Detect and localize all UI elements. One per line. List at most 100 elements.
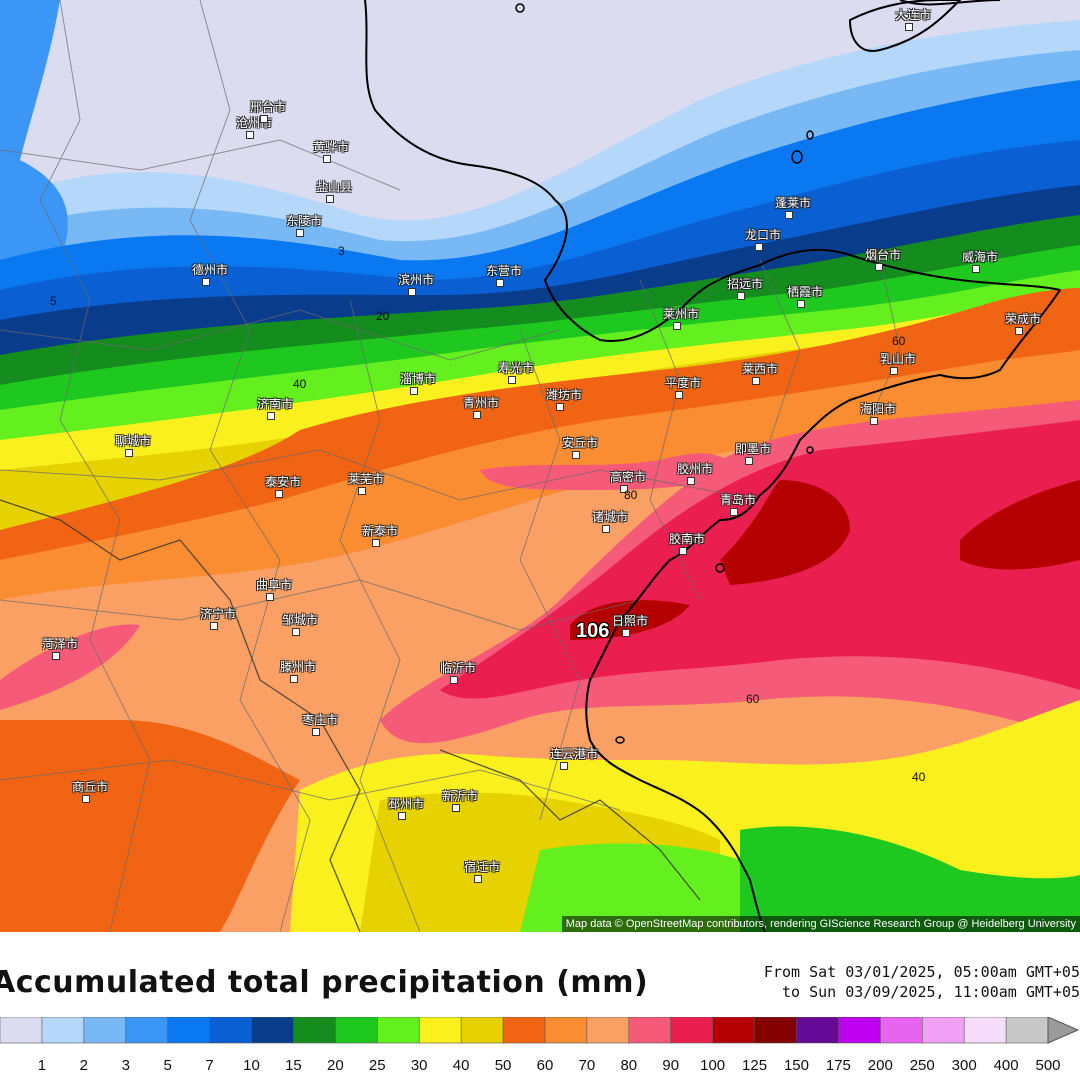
legend-swatch [83, 1017, 127, 1044]
city-label: 济宁市 [200, 607, 237, 621]
city-marker [410, 387, 418, 395]
city-label: 聊城市 [115, 434, 152, 448]
city-marker [210, 622, 218, 630]
legend-swatch [586, 1017, 630, 1044]
city-label: 高密市 [610, 470, 647, 484]
legend-swatch [335, 1017, 379, 1044]
city-marker [358, 487, 366, 495]
max-value-label: 106 [576, 620, 610, 642]
city-label: 龙口市 [745, 228, 782, 242]
city-marker [675, 391, 683, 399]
legend-tick-label: 60 [537, 1057, 554, 1074]
legend-swatch [125, 1017, 169, 1044]
contour-label: 60 [892, 334, 906, 348]
precipitation-map[interactable]: 大连市 蓬莱市 龙口市 烟台市 威海市 招远市 栖霞市 荣成市 莱州市 乳山市 平度市 莱西市 海阳市即… [0, 0, 1080, 932]
city-marker [82, 795, 90, 803]
city-marker [246, 131, 254, 139]
city-marker [450, 676, 458, 684]
city-marker [870, 417, 878, 425]
city-marker [275, 490, 283, 498]
city-label: 连云港市 [550, 747, 599, 761]
legend-swatch [670, 1017, 714, 1044]
legend-tick-label: 175 [826, 1057, 851, 1074]
city-label: 潍坊市 [546, 388, 583, 402]
city-label: 新泰市 [362, 524, 399, 538]
contour-label: 40 [912, 770, 926, 784]
legend-tick-label: 250 [910, 1057, 935, 1074]
city-marker [572, 451, 580, 459]
city-label: 诸城市 [592, 510, 629, 524]
city-label: 安丘市 [562, 436, 599, 450]
legend-swatch [712, 1017, 756, 1044]
city-label: 莱州市 [663, 307, 700, 321]
contour-label: 20 [376, 309, 390, 323]
city-marker [797, 300, 805, 308]
city-marker [679, 547, 687, 555]
legend-tick-label: 500 [1035, 1057, 1060, 1074]
period-to: to Sun 03/09/2025, 11:00am GMT+05 [781, 983, 1080, 1001]
city-label: 枣庄市 [302, 713, 339, 727]
legend-swatch [41, 1017, 85, 1044]
legend-tick-label: 80 [620, 1057, 637, 1074]
city-label: 青州市 [463, 396, 500, 410]
legend-swatch [628, 1017, 672, 1044]
city-label: 邹城市 [282, 613, 319, 627]
contour-label: 3 [338, 244, 345, 258]
city-marker [202, 278, 210, 286]
period-from: From Sat 03/01/2025, 05:00am GMT+05 [763, 963, 1080, 981]
legend-tick-label: 200 [868, 1057, 893, 1074]
legend-tick-label: 25 [369, 1057, 386, 1074]
legend-swatch [0, 1017, 43, 1044]
contour-label: 40 [293, 377, 307, 391]
legend-tick-label: 10 [243, 1057, 260, 1074]
legend-swatch [796, 1017, 840, 1044]
city-marker [508, 376, 516, 384]
city-marker [326, 195, 334, 203]
city-marker [673, 322, 681, 330]
valid-period: From Sat 03/01/2025, 05:00am GMT+05 to S… [764, 962, 1080, 1002]
city-marker [296, 229, 304, 237]
city-marker [452, 804, 460, 812]
legend-swatch [921, 1017, 965, 1044]
city-label: 东营市 [486, 264, 523, 278]
city-marker [1015, 327, 1023, 335]
legend-tick-label: 300 [952, 1057, 977, 1074]
city-label: 商丘市 [72, 780, 109, 794]
legend-tick-label: 40 [453, 1057, 470, 1074]
city-marker [785, 211, 793, 219]
legend-tick-label: 400 [994, 1057, 1019, 1074]
color-legend: 1 2 3 5 7 10 15 20 25 30 40 50 60 70 80 90 100 125 150 175 2… [0, 1017, 1080, 1074]
legend-tick-label: 50 [495, 1057, 512, 1074]
city-label: 新沂市 [442, 789, 479, 803]
legend-tick-label: 5 [164, 1057, 172, 1074]
city-marker [890, 367, 898, 375]
legend-swatch [167, 1017, 211, 1044]
city-marker [260, 115, 268, 123]
city-marker [52, 652, 60, 660]
city-label: 胶州市 [677, 462, 714, 476]
city-label: 莱芜市 [348, 472, 385, 486]
legend-swatch [502, 1017, 546, 1044]
city-marker [875, 263, 883, 271]
legend-swatch [880, 1017, 924, 1044]
city-label: 德州市 [192, 263, 229, 277]
city-label: 乳山市 [880, 352, 917, 366]
city-label: 黄骅市 [313, 140, 350, 154]
map-attribution: Map data © OpenStreetMap contributors, r… [561, 916, 1080, 932]
city-label: 曲阜市 [256, 578, 293, 592]
city-marker [496, 279, 504, 287]
city-label: 莱西市 [742, 362, 779, 376]
legend-swatch [963, 1017, 1007, 1044]
city-label: 即墨市 [735, 442, 772, 456]
legend-swatch [460, 1017, 504, 1044]
city-marker [312, 728, 320, 736]
legend-tick-label: 90 [662, 1057, 679, 1074]
city-marker [125, 449, 133, 457]
legend-swatch [293, 1017, 337, 1044]
contour-label: 5 [50, 294, 57, 308]
city-label: 邢台市 [250, 100, 287, 114]
city-label: 滕州市 [280, 660, 317, 674]
legend-tick-label: 2 [80, 1057, 88, 1074]
legend-tick-label: 100 [700, 1057, 725, 1074]
city-label: 栖霞市 [787, 285, 824, 299]
